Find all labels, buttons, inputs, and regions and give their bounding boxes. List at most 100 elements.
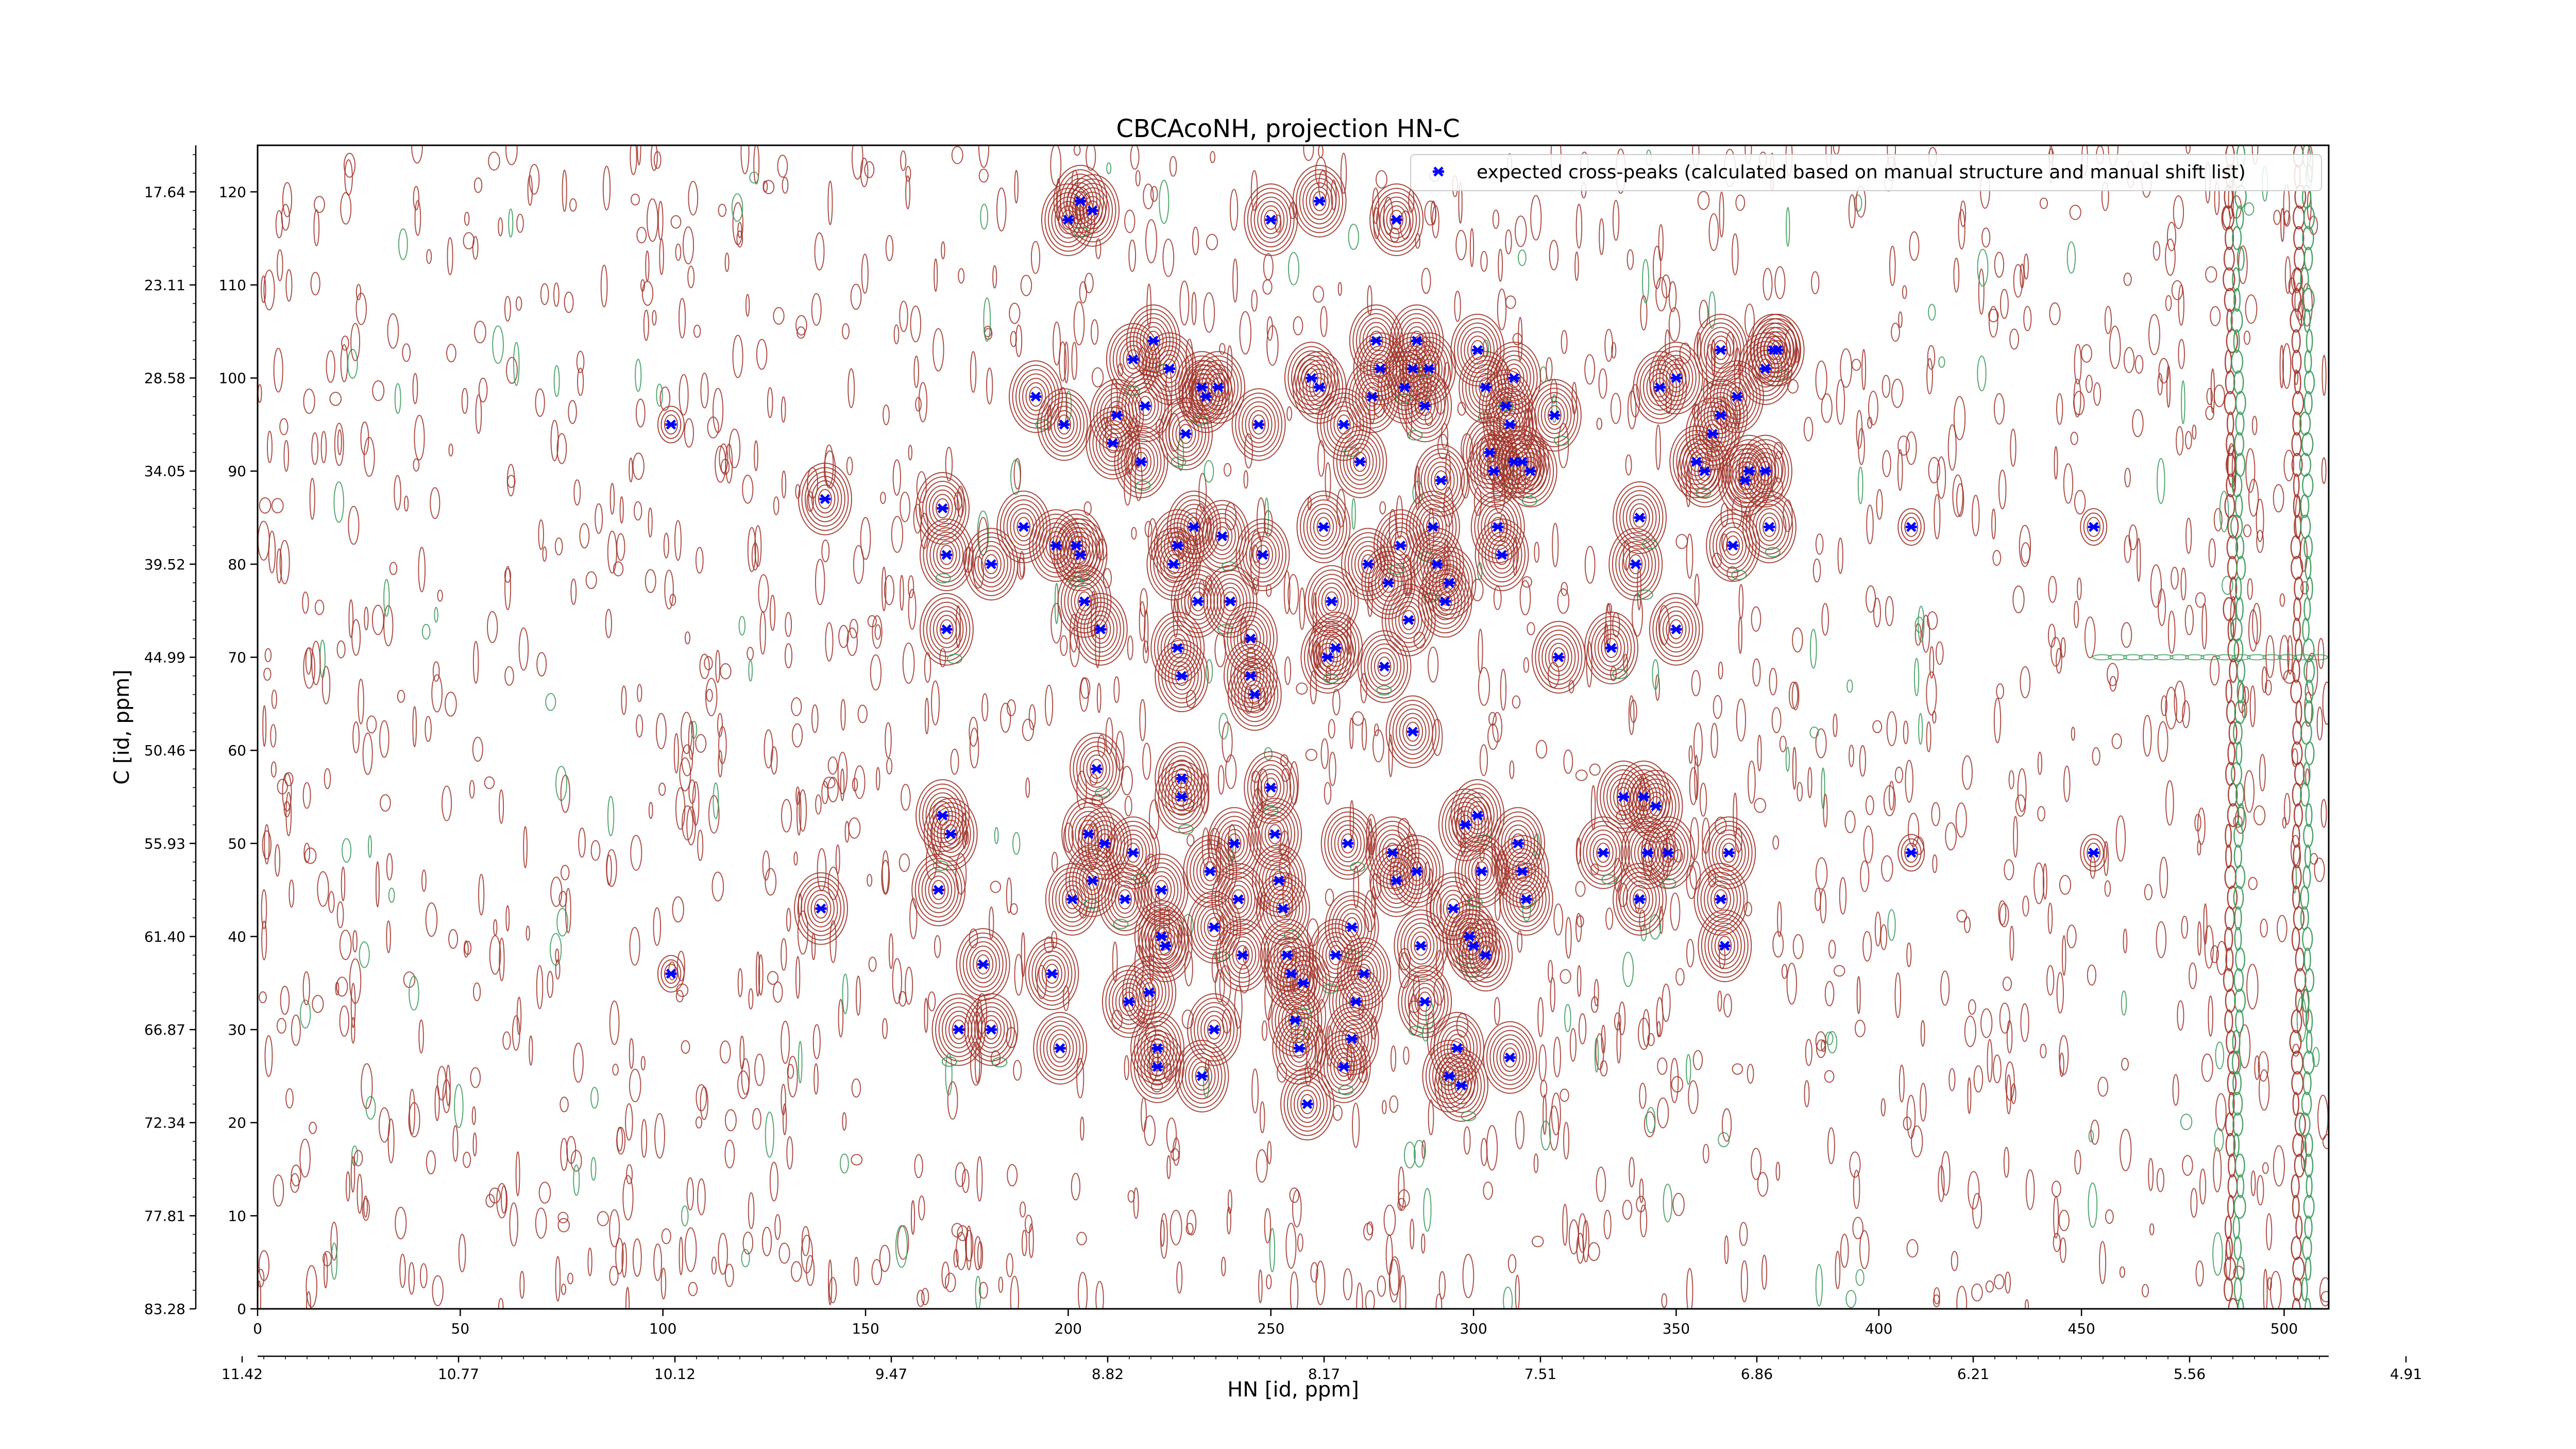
artifact-contour	[2304, 1298, 2311, 1309]
peak-contour	[1596, 843, 1611, 863]
peak-contour	[976, 954, 990, 975]
noise-contour	[2178, 339, 2185, 369]
noise-contour	[957, 485, 964, 517]
peak-contour	[1622, 494, 1657, 541]
peak-contour	[1296, 169, 1344, 233]
peak-contour	[1527, 379, 1582, 452]
artifact-contour	[2225, 226, 2234, 250]
cross-peak-marker	[1670, 373, 1682, 383]
peak-contour	[1709, 360, 1764, 433]
noise-contour	[1670, 1057, 1679, 1103]
ppm-tick-label: 9.47	[875, 1366, 907, 1383]
noise-contour	[350, 1156, 355, 1193]
peak-contour	[1318, 625, 1353, 671]
noise-contour	[1762, 267, 1773, 301]
peak-contour	[1592, 838, 1614, 867]
noise-contour	[1383, 1204, 1396, 1236]
noise-contour	[1427, 646, 1439, 683]
peak-contour	[1395, 601, 1422, 639]
noise-contour	[1519, 580, 1531, 616]
noise-contour	[1594, 979, 1599, 1007]
peak-contour	[1093, 619, 1108, 639]
noise-contour	[1078, 1272, 1088, 1309]
peak-contour	[810, 894, 832, 923]
noise-contour	[2253, 805, 2266, 825]
peak-contour	[1583, 825, 1624, 881]
noise-contour	[1020, 1201, 1026, 1218]
peak-contour	[1438, 568, 1460, 597]
peak-contour	[1345, 917, 1359, 937]
noise-contour	[969, 727, 979, 769]
noise-contour	[853, 1256, 859, 1286]
noise-contour	[2208, 538, 2216, 568]
noise-contour	[2161, 695, 2168, 716]
cross-peak-marker	[1074, 196, 1086, 207]
peak-contour	[1698, 461, 1711, 481]
peak-contour	[808, 476, 842, 523]
peak-contour	[928, 875, 949, 905]
noise-contour	[1549, 240, 1559, 271]
noise-contour	[838, 999, 844, 1038]
noise-contour	[1564, 1004, 1571, 1033]
peak-contour	[1195, 1066, 1209, 1086]
noise-contour	[773, 496, 779, 515]
noise-contour	[344, 159, 353, 196]
negative-contour	[1601, 874, 1617, 885]
noise-contour	[1080, 1116, 1084, 1141]
noise-contour	[828, 1259, 833, 1306]
artifact-contour	[2229, 576, 2238, 601]
peak-contour	[1598, 629, 1625, 667]
noise-contour	[1840, 348, 1853, 388]
noise-contour	[1771, 707, 1782, 733]
noise-contour	[2261, 666, 2267, 693]
peak-contour	[1201, 509, 1243, 564]
peak-contour	[1247, 684, 1262, 705]
peak-contour	[814, 898, 828, 919]
noise-contour	[434, 606, 438, 623]
peak-contour	[1704, 918, 1745, 973]
noise-contour	[2159, 856, 2168, 899]
peak-contour	[1147, 871, 1175, 909]
noise-contour	[1999, 1002, 2010, 1034]
cross-peak-marker	[1176, 791, 1188, 802]
peak-contour	[1070, 540, 1091, 569]
noise-contour	[737, 222, 742, 239]
cross-peak-marker	[1204, 866, 1216, 877]
peak-contour	[1284, 1006, 1306, 1035]
artifact-contour	[2154, 654, 2174, 661]
noise-contour	[419, 1263, 428, 1288]
peak-contour	[1492, 540, 1513, 569]
peak-contour	[1250, 192, 1292, 247]
peak-contour	[1551, 647, 1566, 667]
noise-contour	[1264, 1208, 1272, 1244]
noise-contour	[1856, 976, 1861, 1014]
peak-contour	[1330, 406, 1358, 444]
cross-peak-marker	[1208, 1024, 1220, 1035]
noise-contour	[1647, 1033, 1655, 1047]
noise-contour	[679, 1236, 684, 1276]
noise-contour	[1483, 1181, 1493, 1200]
peak-contour	[1191, 351, 1245, 424]
noise-contour	[741, 1058, 750, 1095]
cross-peak-marker	[1054, 1043, 1066, 1053]
noise-contour	[772, 981, 783, 1003]
peak-contour	[1719, 527, 1747, 565]
peak-contour	[1393, 839, 1440, 903]
peak-contour	[1138, 909, 1193, 982]
noise-contour	[1469, 228, 1475, 267]
noise-contour	[1203, 1067, 1210, 1098]
noise-contour	[1575, 204, 1583, 249]
peak-contour	[1247, 188, 1295, 252]
peak-contour	[1231, 388, 1286, 461]
peak-contour	[1489, 1030, 1531, 1085]
cross-peak-marker	[1634, 512, 1646, 523]
peak-contour	[1741, 336, 1789, 401]
noise-contour	[1980, 1008, 1993, 1038]
noise-contour	[550, 419, 559, 462]
noise-contour	[1565, 917, 1572, 959]
peak-contour	[943, 824, 958, 845]
peak-contour	[1211, 377, 1225, 398]
peak-contour	[940, 819, 961, 849]
noise-contour	[1905, 760, 1913, 803]
artifact-contour	[2232, 1071, 2242, 1096]
